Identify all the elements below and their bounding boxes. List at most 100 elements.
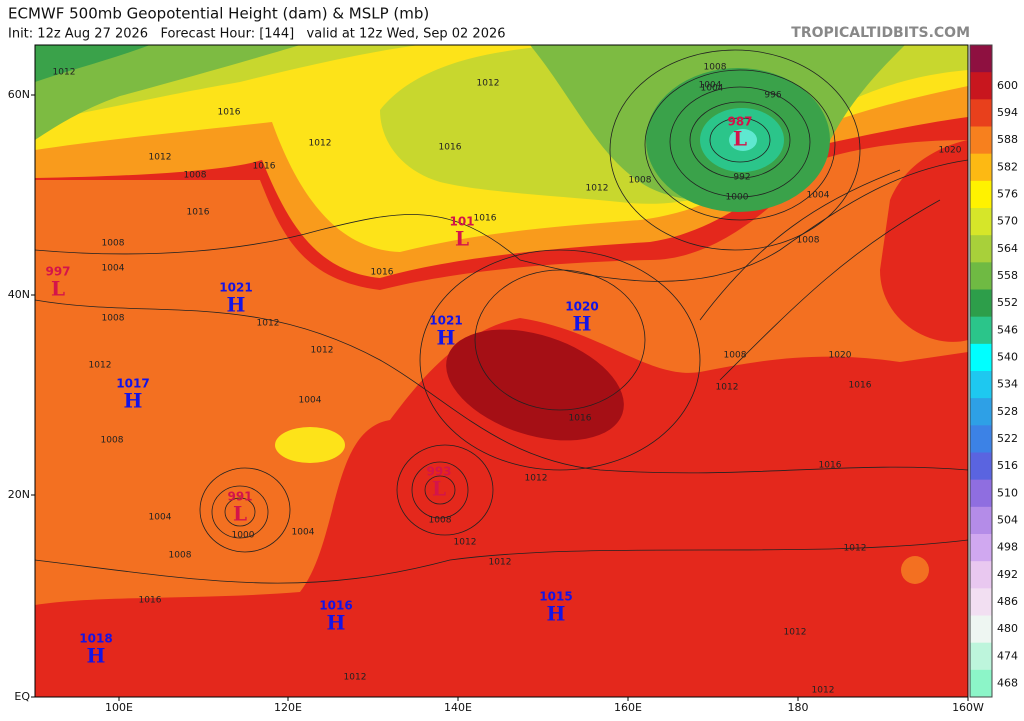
colorbar-bin xyxy=(970,669,992,698)
isobar-label: 996 xyxy=(764,91,781,101)
colorbar-frame xyxy=(969,44,993,698)
isobar-label: 1016 xyxy=(139,596,162,606)
colorbar-label: 582 xyxy=(997,160,1018,173)
center-pressure: 101 xyxy=(449,215,474,229)
center-pressure: 1020 xyxy=(565,300,598,314)
colorbar-label: 468 xyxy=(997,676,1018,689)
center-letter: H xyxy=(437,326,456,350)
center-letter: H xyxy=(124,389,143,413)
center-letter: H xyxy=(327,611,346,635)
colorbar-bin xyxy=(970,479,992,508)
colorbar-bin xyxy=(970,235,992,263)
isobar-label: 1016 xyxy=(474,214,497,224)
colorbar-label: 522 xyxy=(997,432,1018,445)
colorbar-bin xyxy=(970,561,992,589)
isobar-label: 1008 xyxy=(169,551,192,561)
colorbar-label: 492 xyxy=(997,568,1018,581)
isobar-label: 1016 xyxy=(253,162,276,172)
isobar-label: 1012 xyxy=(844,544,867,554)
isobar-label: 1004 xyxy=(102,264,125,274)
colorbar-label: 486 xyxy=(997,595,1018,608)
isobar-label: 1004 xyxy=(149,513,172,523)
isobar-label: 1004 xyxy=(701,84,724,94)
center-pressure: 997 xyxy=(45,265,70,279)
isobar-label: 1012 xyxy=(257,319,280,329)
colorbar-label: 540 xyxy=(997,350,1018,363)
subtitle: Init: 12z Aug 27 2026 Forecast Hour: [14… xyxy=(8,27,506,42)
colorbar-bin xyxy=(970,262,992,290)
isobar-label: 1008 xyxy=(102,239,125,249)
colorbar-bin xyxy=(970,72,992,100)
center-letter: H xyxy=(547,602,566,626)
colorbar-label: 534 xyxy=(997,378,1018,391)
isobar-label: 1016 xyxy=(849,381,872,391)
colorbar-label: 474 xyxy=(997,649,1018,662)
lon-label: 140E xyxy=(444,701,472,714)
isobar-label: 1008 xyxy=(724,351,747,361)
isobar-label: 1008 xyxy=(184,171,207,181)
lat-label: 40N xyxy=(8,288,30,301)
isobar-label: 1012 xyxy=(812,686,835,696)
colorbar-bin xyxy=(970,615,992,644)
colorbar-label: 516 xyxy=(997,459,1018,472)
isobars xyxy=(35,49,968,584)
isobar-label: 1012 xyxy=(149,153,172,163)
title: ECMWF 500mb Geopotential Height (dam) & … xyxy=(8,5,429,23)
colorbar-bin xyxy=(970,99,992,127)
center-letter: H xyxy=(87,644,106,668)
isobar-label: 1008 xyxy=(429,516,452,526)
center-letter: H xyxy=(227,293,246,317)
colorbar-bin xyxy=(970,642,992,671)
colorbar-bin xyxy=(970,153,992,182)
isobar-label: 1012 xyxy=(311,346,334,356)
center-pressure: 993 xyxy=(426,465,451,479)
colorbar-label: 510 xyxy=(997,486,1018,499)
center-letter: H xyxy=(573,312,592,336)
isobar-label: 1008 xyxy=(101,436,124,446)
isobar-label: 992 xyxy=(733,173,750,183)
isobar-label: 1016 xyxy=(439,143,462,153)
colorbar-bin xyxy=(970,506,992,535)
center-letter: L xyxy=(455,227,469,251)
isobar-label: 1020 xyxy=(939,146,962,156)
colorbar-label: 498 xyxy=(997,541,1018,554)
height-field xyxy=(35,45,968,697)
isobar-label: 1012 xyxy=(477,79,500,89)
colorbar-label: 564 xyxy=(997,242,1018,255)
isobar-label: 1016 xyxy=(371,268,394,278)
isobar-label: 1004 xyxy=(299,396,322,406)
colorbar-label: 594 xyxy=(997,106,1018,119)
isobar-label: 1012 xyxy=(89,361,112,371)
colorbar-bin xyxy=(970,588,992,616)
isobar-label: 1004 xyxy=(807,191,830,201)
lat-label: EQ xyxy=(14,690,30,703)
colorbar-label: 480 xyxy=(997,622,1018,635)
layer: 60N 40N 20N EQ 100E 120E 140E 160E 180 160W 600 594… xyxy=(8,44,1018,714)
isobar-label: 1016 xyxy=(569,414,592,424)
isobar-label: 1016 xyxy=(218,108,241,118)
colorbar-label: 570 xyxy=(997,215,1018,228)
center-letter: L xyxy=(233,502,247,526)
center-pressure: 1021 xyxy=(219,281,252,295)
colorbar-bin xyxy=(970,126,992,155)
center-letter: L xyxy=(733,127,747,151)
colorbar-label: 504 xyxy=(997,513,1018,526)
colorbar-bin xyxy=(970,425,992,453)
isobar-label: 1016 xyxy=(187,208,210,218)
isobar-label: 1000 xyxy=(726,193,749,203)
isobar-label: 1008 xyxy=(102,314,125,324)
colorbar-bin xyxy=(970,289,992,318)
isobar-label: 1020 xyxy=(829,351,852,361)
center-pressure: 1021 xyxy=(429,314,462,328)
isobar-label: 1012 xyxy=(586,184,609,194)
center-pressure: 1015 xyxy=(539,590,572,604)
colorbar-label: 576 xyxy=(997,187,1018,200)
isobar-label: 1012 xyxy=(784,628,807,638)
lon-label: 160E xyxy=(614,701,642,714)
center-pressure: 1017 xyxy=(116,377,149,391)
colorbar-label: 588 xyxy=(997,133,1018,146)
colorbar-label: 600 xyxy=(997,79,1018,92)
colorbar-bin xyxy=(970,208,992,236)
